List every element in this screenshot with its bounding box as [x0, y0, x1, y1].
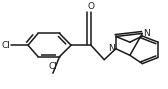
Text: Cl: Cl — [48, 62, 57, 71]
Text: Cl: Cl — [2, 41, 11, 50]
Text: O: O — [88, 2, 94, 11]
Text: N: N — [108, 44, 115, 53]
Text: N: N — [143, 29, 150, 38]
